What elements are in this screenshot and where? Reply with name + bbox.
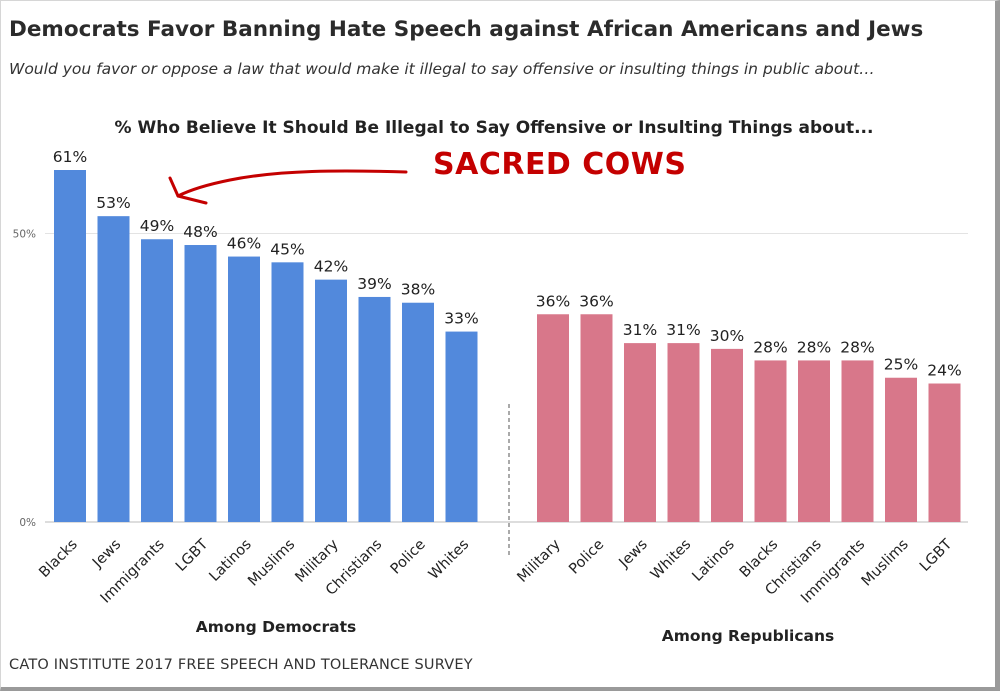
bar — [711, 348, 743, 522]
x-tick-label: LGBT — [173, 536, 211, 574]
data-label: 28% — [797, 338, 831, 356]
bar — [445, 331, 478, 522]
bar — [228, 256, 260, 522]
x-tick-label: Police — [388, 536, 429, 577]
bar — [402, 302, 434, 522]
data-label: 61% — [53, 148, 87, 166]
x-tick-label: Police — [566, 536, 607, 577]
data-label: 45% — [270, 240, 304, 258]
bar — [184, 245, 217, 522]
data-label: 31% — [666, 321, 700, 339]
bar — [754, 360, 787, 522]
x-tick-label: Jews — [89, 537, 124, 572]
bar — [667, 343, 700, 522]
data-label: 28% — [753, 338, 787, 356]
x-tick-label: LGBT — [917, 536, 955, 574]
group-label-democrats: Among Democrats — [196, 618, 356, 636]
data-labels: 61% 53% 49% 48% 46% 45% 42% 39% 38% 33% 36% 36% 31% 3… — [53, 148, 962, 380]
x-tick-label: Military — [515, 536, 565, 586]
bar — [798, 360, 830, 522]
data-label: 28% — [840, 338, 874, 356]
bar — [97, 216, 130, 522]
group-label-republicans: Among Republicans — [662, 627, 835, 645]
bar — [885, 377, 917, 522]
page-subtitle: Would you favor or oppose a law that wou… — [9, 60, 875, 78]
data-label: 42% — [314, 258, 348, 276]
data-label: 24% — [927, 362, 961, 380]
x-tick-label: Muslims — [859, 537, 912, 590]
data-label: 53% — [96, 194, 130, 212]
bar — [315, 279, 347, 522]
data-label: 38% — [401, 281, 435, 299]
x-tick-label: Whites — [426, 537, 472, 583]
bar — [928, 383, 961, 522]
bar — [54, 170, 86, 522]
data-label: 25% — [884, 356, 918, 374]
data-label: 30% — [710, 327, 744, 345]
data-label: 33% — [444, 310, 478, 328]
bars — [54, 170, 961, 522]
data-label: 49% — [140, 217, 174, 235]
annotation-arrow-icon — [168, 169, 408, 205]
x-tick-label: Whites — [648, 537, 694, 583]
data-label: 48% — [183, 223, 217, 241]
data-label: 31% — [623, 321, 657, 339]
x-tick-label: Muslims — [245, 537, 298, 590]
page-title: Democrats Favor Banning Hate Speech agai… — [9, 17, 924, 42]
y-tick-label: 50% — [13, 228, 36, 240]
bar — [580, 314, 613, 522]
x-tick-label: Jews — [616, 537, 651, 572]
bar — [271, 262, 304, 522]
bar — [537, 314, 569, 522]
bar — [624, 343, 656, 522]
y-tick-label: 0% — [19, 517, 36, 529]
data-label: 39% — [357, 275, 391, 293]
x-tick-label: Blacks — [36, 537, 80, 581]
bar — [141, 239, 173, 522]
chart-title: % Who Believe It Should Be Illegal to Sa… — [115, 118, 874, 138]
bar — [841, 360, 874, 522]
source-note: CATO INSTITUTE 2017 FREE SPEECH AND TOLE… — [9, 657, 473, 673]
data-label: 46% — [227, 235, 261, 253]
data-label: 36% — [579, 292, 613, 310]
data-label: 36% — [536, 292, 570, 310]
bar — [358, 296, 391, 522]
annotation-text: SACRED COWS — [433, 147, 687, 182]
x-tick-label: Latinos — [690, 537, 738, 585]
